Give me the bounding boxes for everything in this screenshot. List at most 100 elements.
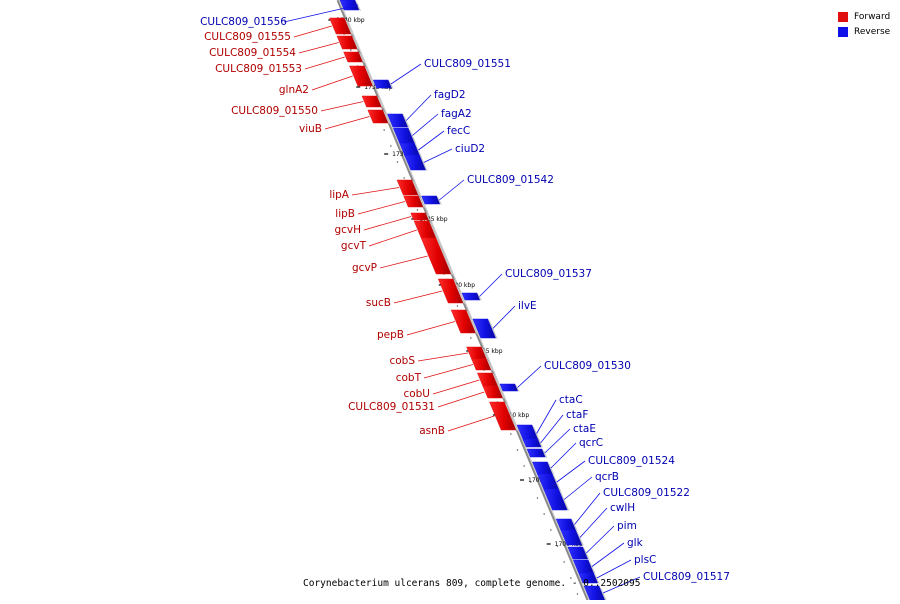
gene-label-pim[interactable]: pim bbox=[617, 520, 637, 532]
gene-label-culc809-01537[interactable]: CULC809_01537 bbox=[505, 268, 592, 280]
gene-shadow bbox=[364, 66, 375, 87]
leader-line bbox=[293, 25, 332, 38]
gene-shadow bbox=[466, 310, 478, 334]
gene-label-plsc[interactable]: plsC bbox=[634, 554, 656, 566]
legend-reverse-label: Reverse bbox=[854, 26, 891, 37]
gene-label-culc809-01556[interactable]: CULC809_01556 bbox=[200, 16, 287, 28]
gene-label-culc809-01553[interactable]: CULC809_01553 bbox=[215, 63, 302, 75]
gene-label-qcrb[interactable]: qcrB bbox=[595, 471, 619, 483]
leader-line bbox=[432, 379, 480, 395]
leader-line bbox=[363, 216, 412, 231]
dot-marker bbox=[510, 433, 512, 435]
gene-label-culc809-01554[interactable]: CULC809_01554 bbox=[209, 47, 296, 59]
leader-line bbox=[357, 201, 406, 215]
gene-label-culc809-01551[interactable]: CULC809_01551 bbox=[424, 58, 511, 70]
gene-gcvp[interactable] bbox=[420, 237, 452, 275]
leader-line bbox=[544, 428, 571, 454]
leader-line bbox=[579, 507, 608, 538]
gene-label-cobs[interactable]: cobS bbox=[389, 355, 415, 367]
leader-line bbox=[406, 321, 456, 336]
gene-shadow bbox=[436, 196, 442, 205]
gene-label-ctae[interactable]: ctaE bbox=[573, 423, 596, 435]
gene-label-glna2[interactable]: glnA2 bbox=[279, 84, 309, 96]
gene-shadow bbox=[504, 402, 519, 431]
dot-marker bbox=[523, 465, 525, 467]
tick-label: 1725 kbp bbox=[419, 216, 447, 223]
gene-shadow bbox=[358, 52, 365, 63]
gene-label-ciud2[interactable]: ciuD2 bbox=[455, 143, 485, 155]
gene-label-sucb[interactable]: sucB bbox=[366, 297, 391, 309]
dot-marker bbox=[556, 545, 559, 547]
leader-line bbox=[412, 113, 439, 136]
leader-line bbox=[351, 187, 400, 196]
leader-line bbox=[418, 130, 445, 151]
gene-label-gcvt[interactable]: gcvT bbox=[341, 240, 367, 252]
dot-marker bbox=[576, 593, 579, 595]
gene-labels: CULC809_01556 CULC809_01555 CULC809_01554 C… bbox=[200, 16, 730, 583]
gene-label-cobu[interactable]: cobU bbox=[403, 388, 430, 400]
legend-reverse: Reverse bbox=[838, 24, 890, 39]
gene-gcvh[interactable] bbox=[410, 212, 430, 221]
dot-marker bbox=[563, 561, 565, 563]
leader-line bbox=[591, 542, 625, 567]
gene-label-fagd2[interactable]: fagD2 bbox=[434, 89, 466, 101]
gene-label-ilve[interactable]: ilvE bbox=[518, 300, 537, 312]
gene-label-pepb[interactable]: pepB bbox=[377, 329, 404, 341]
gene-culc809-01537[interactable] bbox=[461, 292, 481, 301]
gene-culc809-01530[interactable] bbox=[499, 383, 519, 392]
gene-label-gcvh[interactable]: gcvH bbox=[334, 224, 361, 236]
gene-shadow bbox=[571, 519, 578, 531]
dot-marker bbox=[403, 177, 405, 179]
gene-shadow bbox=[377, 96, 384, 108]
gene-label-cwlh[interactable]: cwlH bbox=[610, 502, 635, 514]
gene-label-ctaf[interactable]: ctaF bbox=[566, 409, 588, 421]
gene-label-cobt[interactable]: cobT bbox=[396, 372, 422, 384]
leader-line bbox=[320, 101, 364, 112]
gene-label-culc809-01524[interactable]: CULC809_01524 bbox=[588, 455, 675, 467]
gene-shadow bbox=[352, 36, 360, 50]
gene-label-qcrc[interactable]: qcrC bbox=[579, 437, 603, 449]
gene-label-culc809-01550[interactable]: CULC809_01550 bbox=[231, 105, 318, 117]
leader-line bbox=[311, 75, 353, 91]
gene-label-lipa[interactable]: lipA bbox=[329, 189, 349, 201]
dot-marker bbox=[470, 337, 472, 339]
gene-label-culc809-01531[interactable]: CULC809_01531 bbox=[348, 401, 435, 413]
gene-label-asnb[interactable]: asnB bbox=[419, 425, 445, 437]
gene-label-lipb[interactable]: lipB bbox=[335, 208, 355, 220]
gene-label-culc809-01522[interactable]: CULC809_01522 bbox=[603, 487, 690, 499]
gene-shadow bbox=[418, 196, 426, 208]
dot-marker bbox=[456, 305, 459, 307]
gene-label-culc809-01530[interactable]: CULC809_01530 bbox=[544, 360, 631, 372]
gene-label-ctac[interactable]: ctaC bbox=[559, 394, 583, 406]
leader-line bbox=[517, 365, 542, 388]
leader-line bbox=[479, 273, 503, 297]
leader-line bbox=[550, 442, 577, 469]
gene-label-culc809-01542[interactable]: CULC809_01542 bbox=[467, 174, 554, 186]
gene-label-fecc[interactable]: fecC bbox=[447, 125, 470, 137]
gene-shadow bbox=[429, 221, 439, 240]
gene-shadow bbox=[412, 180, 421, 196]
legend-forward: Forward bbox=[838, 9, 890, 24]
gene-label-culc809-01555[interactable]: CULC809_01555 bbox=[204, 31, 291, 43]
gene-label-gcvp[interactable]: gcvP bbox=[352, 262, 377, 274]
gene-label-viub[interactable]: viuB bbox=[299, 123, 322, 135]
dot-marker bbox=[516, 449, 519, 451]
dot-marker bbox=[390, 145, 392, 147]
leader-line bbox=[390, 63, 422, 85]
gene-shadow bbox=[481, 347, 489, 360]
gene-label-faga2[interactable]: fagA2 bbox=[441, 108, 472, 120]
gene-shadow bbox=[453, 279, 466, 304]
gene-shadow bbox=[552, 474, 562, 491]
gene-shadow bbox=[547, 462, 555, 475]
tick-label: 1740 kbp bbox=[336, 17, 364, 24]
leader-line bbox=[602, 576, 641, 594]
gene-shadow bbox=[515, 384, 520, 392]
gene-label-culc809-01517[interactable]: CULC809_01517 bbox=[643, 571, 730, 583]
gene-shadow bbox=[344, 18, 354, 35]
gene-shadow bbox=[402, 114, 410, 128]
leader-line bbox=[596, 559, 632, 579]
leader-line bbox=[492, 305, 516, 329]
gene-label-glk[interactable]: glk bbox=[627, 537, 644, 549]
